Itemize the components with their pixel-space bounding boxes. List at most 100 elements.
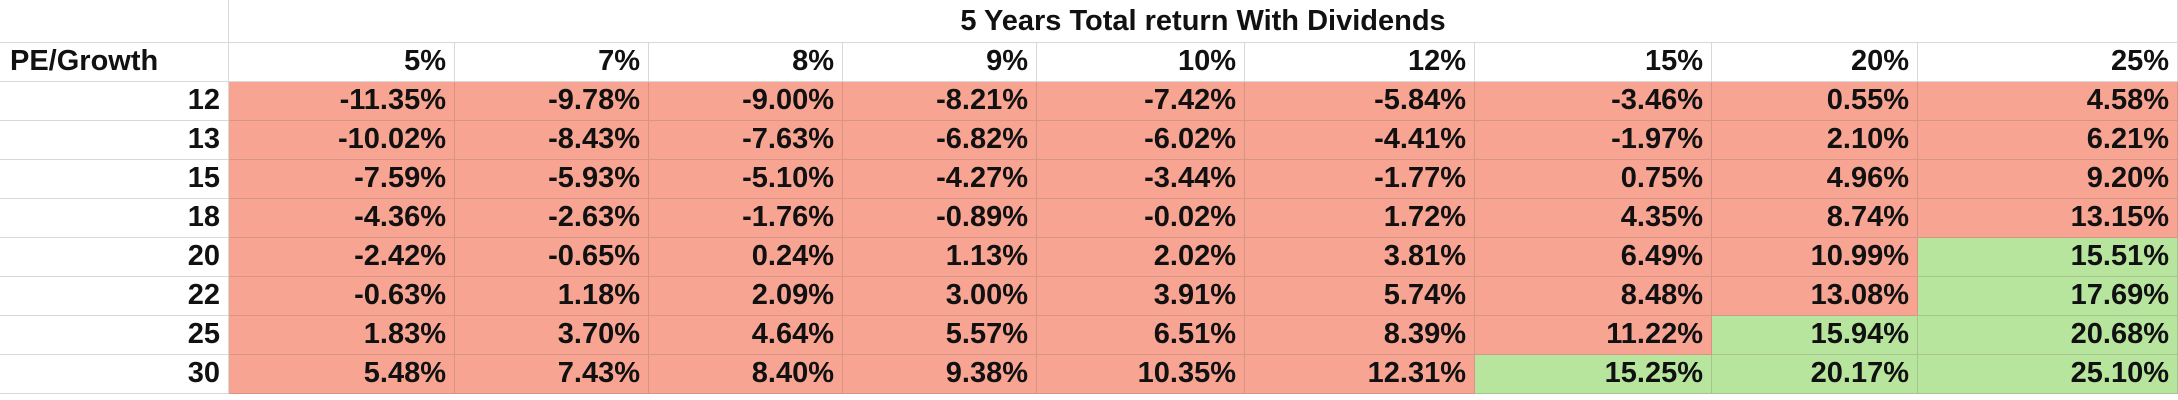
table-cell[interactable]: 3.70% — [455, 316, 649, 355]
table-cell[interactable]: -2.42% — [229, 238, 455, 277]
table-cell[interactable]: 8.48% — [1475, 277, 1712, 316]
table-cell[interactable]: -2.63% — [455, 199, 649, 238]
table-cell[interactable]: 15.94% — [1712, 316, 1918, 355]
table-cell[interactable]: -8.21% — [843, 82, 1037, 121]
table-cell[interactable]: 10.99% — [1712, 238, 1918, 277]
table-cell[interactable]: 8.40% — [649, 355, 843, 394]
row-label[interactable]: 12 — [0, 82, 229, 121]
table-cell[interactable]: 8.74% — [1712, 199, 1918, 238]
table-cell[interactable]: 3.00% — [843, 277, 1037, 316]
cell-empty[interactable] — [0, 0, 229, 43]
title-row: 5 Years Total return With Dividends — [0, 0, 2178, 43]
table-cell[interactable]: -0.02% — [1037, 199, 1245, 238]
column-header[interactable]: 9% — [843, 43, 1037, 82]
table-cell[interactable]: -7.63% — [649, 121, 843, 160]
table-cell[interactable]: -9.78% — [455, 82, 649, 121]
table-cell[interactable]: 25.10% — [1918, 355, 2178, 394]
table-cell[interactable]: 9.38% — [843, 355, 1037, 394]
table-body: 12 -11.35% -9.78% -9.00% -8.21% -7.42% -5.84% -… — [0, 82, 2178, 394]
column-header[interactable]: 20% — [1712, 43, 1918, 82]
table-cell[interactable]: -0.63% — [229, 277, 455, 316]
table-cell[interactable]: 5.74% — [1245, 277, 1475, 316]
table-cell[interactable]: 13.15% — [1918, 199, 2178, 238]
table-cell[interactable]: 8.39% — [1245, 316, 1475, 355]
table-cell[interactable]: 9.20% — [1918, 160, 2178, 199]
table-cell[interactable]: -7.59% — [229, 160, 455, 199]
table-cell[interactable]: 2.09% — [649, 277, 843, 316]
table-cell[interactable]: 3.91% — [1037, 277, 1245, 316]
table-cell[interactable]: 6.49% — [1475, 238, 1712, 277]
table-cell[interactable]: 4.96% — [1712, 160, 1918, 199]
table-cell[interactable]: 5.57% — [843, 316, 1037, 355]
table-cell[interactable]: -5.84% — [1245, 82, 1475, 121]
column-header[interactable]: 7% — [455, 43, 649, 82]
table-cell[interactable]: 1.72% — [1245, 199, 1475, 238]
row-label[interactable]: 13 — [0, 121, 229, 160]
table-cell[interactable]: 20.68% — [1918, 316, 2178, 355]
row-label[interactable]: 15 — [0, 160, 229, 199]
table-cell[interactable]: 2.02% — [1037, 238, 1245, 277]
row-label[interactable]: 20 — [0, 238, 229, 277]
table-cell[interactable]: -8.43% — [455, 121, 649, 160]
table-cell[interactable]: 7.43% — [455, 355, 649, 394]
table-cell[interactable]: 5.48% — [229, 355, 455, 394]
corner-label[interactable]: PE/Growth — [0, 43, 229, 82]
table-cell[interactable]: -3.44% — [1037, 160, 1245, 199]
table-cell[interactable]: 4.35% — [1475, 199, 1712, 238]
table-cell[interactable]: 6.21% — [1918, 121, 2178, 160]
table-cell[interactable]: -4.36% — [229, 199, 455, 238]
row-label[interactable]: 18 — [0, 199, 229, 238]
table-cell[interactable]: 15.51% — [1918, 238, 2178, 277]
table-cell[interactable]: -5.93% — [455, 160, 649, 199]
table-row: 25 1.83% 3.70% 4.64% 5.57% 6.51% 8.39% 11.22% 15… — [0, 316, 2178, 355]
table-title[interactable]: 5 Years Total return With Dividends — [229, 0, 2178, 43]
table-cell[interactable]: -0.65% — [455, 238, 649, 277]
table-cell[interactable]: 4.58% — [1918, 82, 2178, 121]
table-cell[interactable]: 17.69% — [1918, 277, 2178, 316]
column-header[interactable]: 25% — [1918, 43, 2178, 82]
table-cell[interactable]: -4.41% — [1245, 121, 1475, 160]
table-cell[interactable]: -11.35% — [229, 82, 455, 121]
table-cell[interactable]: 6.51% — [1037, 316, 1245, 355]
table-cell[interactable]: -6.02% — [1037, 121, 1245, 160]
table-cell[interactable]: -1.77% — [1245, 160, 1475, 199]
table-cell[interactable]: 0.75% — [1475, 160, 1712, 199]
table-cell[interactable]: -6.82% — [843, 121, 1037, 160]
column-header[interactable]: 12% — [1245, 43, 1475, 82]
table-cell[interactable]: 12.31% — [1245, 355, 1475, 394]
table-cell[interactable]: 0.55% — [1712, 82, 1918, 121]
table-cell[interactable]: 10.35% — [1037, 355, 1245, 394]
table-row: 22 -0.63% 1.18% 2.09% 3.00% 3.91% 5.74% 8.48% 13… — [0, 277, 2178, 316]
header-row: PE/Growth 5% 7% 8% 9% 10% 12% 15% 20% 25… — [0, 43, 2178, 82]
table-cell[interactable]: -1.97% — [1475, 121, 1712, 160]
table-cell[interactable]: -3.46% — [1475, 82, 1712, 121]
table-cell[interactable]: 4.64% — [649, 316, 843, 355]
column-header[interactable]: 10% — [1037, 43, 1245, 82]
table-cell[interactable]: 1.13% — [843, 238, 1037, 277]
table-cell[interactable]: -1.76% — [649, 199, 843, 238]
table-cell[interactable]: -7.42% — [1037, 82, 1245, 121]
table-cell[interactable]: 1.83% — [229, 316, 455, 355]
table-cell[interactable]: -10.02% — [229, 121, 455, 160]
table-cell[interactable]: -5.10% — [649, 160, 843, 199]
table-cell[interactable]: 0.24% — [649, 238, 843, 277]
table-cell[interactable]: 1.18% — [455, 277, 649, 316]
table-row: 15 -7.59% -5.93% -5.10% -4.27% -3.44% -1.77% 0.… — [0, 160, 2178, 199]
table-cell[interactable]: 13.08% — [1712, 277, 1918, 316]
table-cell[interactable]: 20.17% — [1712, 355, 1918, 394]
table-cell[interactable]: -9.00% — [649, 82, 843, 121]
table-cell[interactable]: 15.25% — [1475, 355, 1712, 394]
row-label[interactable]: 22 — [0, 277, 229, 316]
column-header[interactable]: 5% — [229, 43, 455, 82]
row-label[interactable]: 25 — [0, 316, 229, 355]
column-header[interactable]: 15% — [1475, 43, 1712, 82]
table-cell[interactable]: -4.27% — [843, 160, 1037, 199]
table-row: 30 5.48% 7.43% 8.40% 9.38% 10.35% 12.31% 15.25%… — [0, 355, 2178, 394]
table-cell[interactable]: 11.22% — [1475, 316, 1712, 355]
table-row: 20 -2.42% -0.65% 0.24% 1.13% 2.02% 3.81% 6.49% 1… — [0, 238, 2178, 277]
column-header[interactable]: 8% — [649, 43, 843, 82]
row-label[interactable]: 30 — [0, 355, 229, 394]
table-cell[interactable]: -0.89% — [843, 199, 1037, 238]
table-cell[interactable]: 3.81% — [1245, 238, 1475, 277]
table-cell[interactable]: 2.10% — [1712, 121, 1918, 160]
